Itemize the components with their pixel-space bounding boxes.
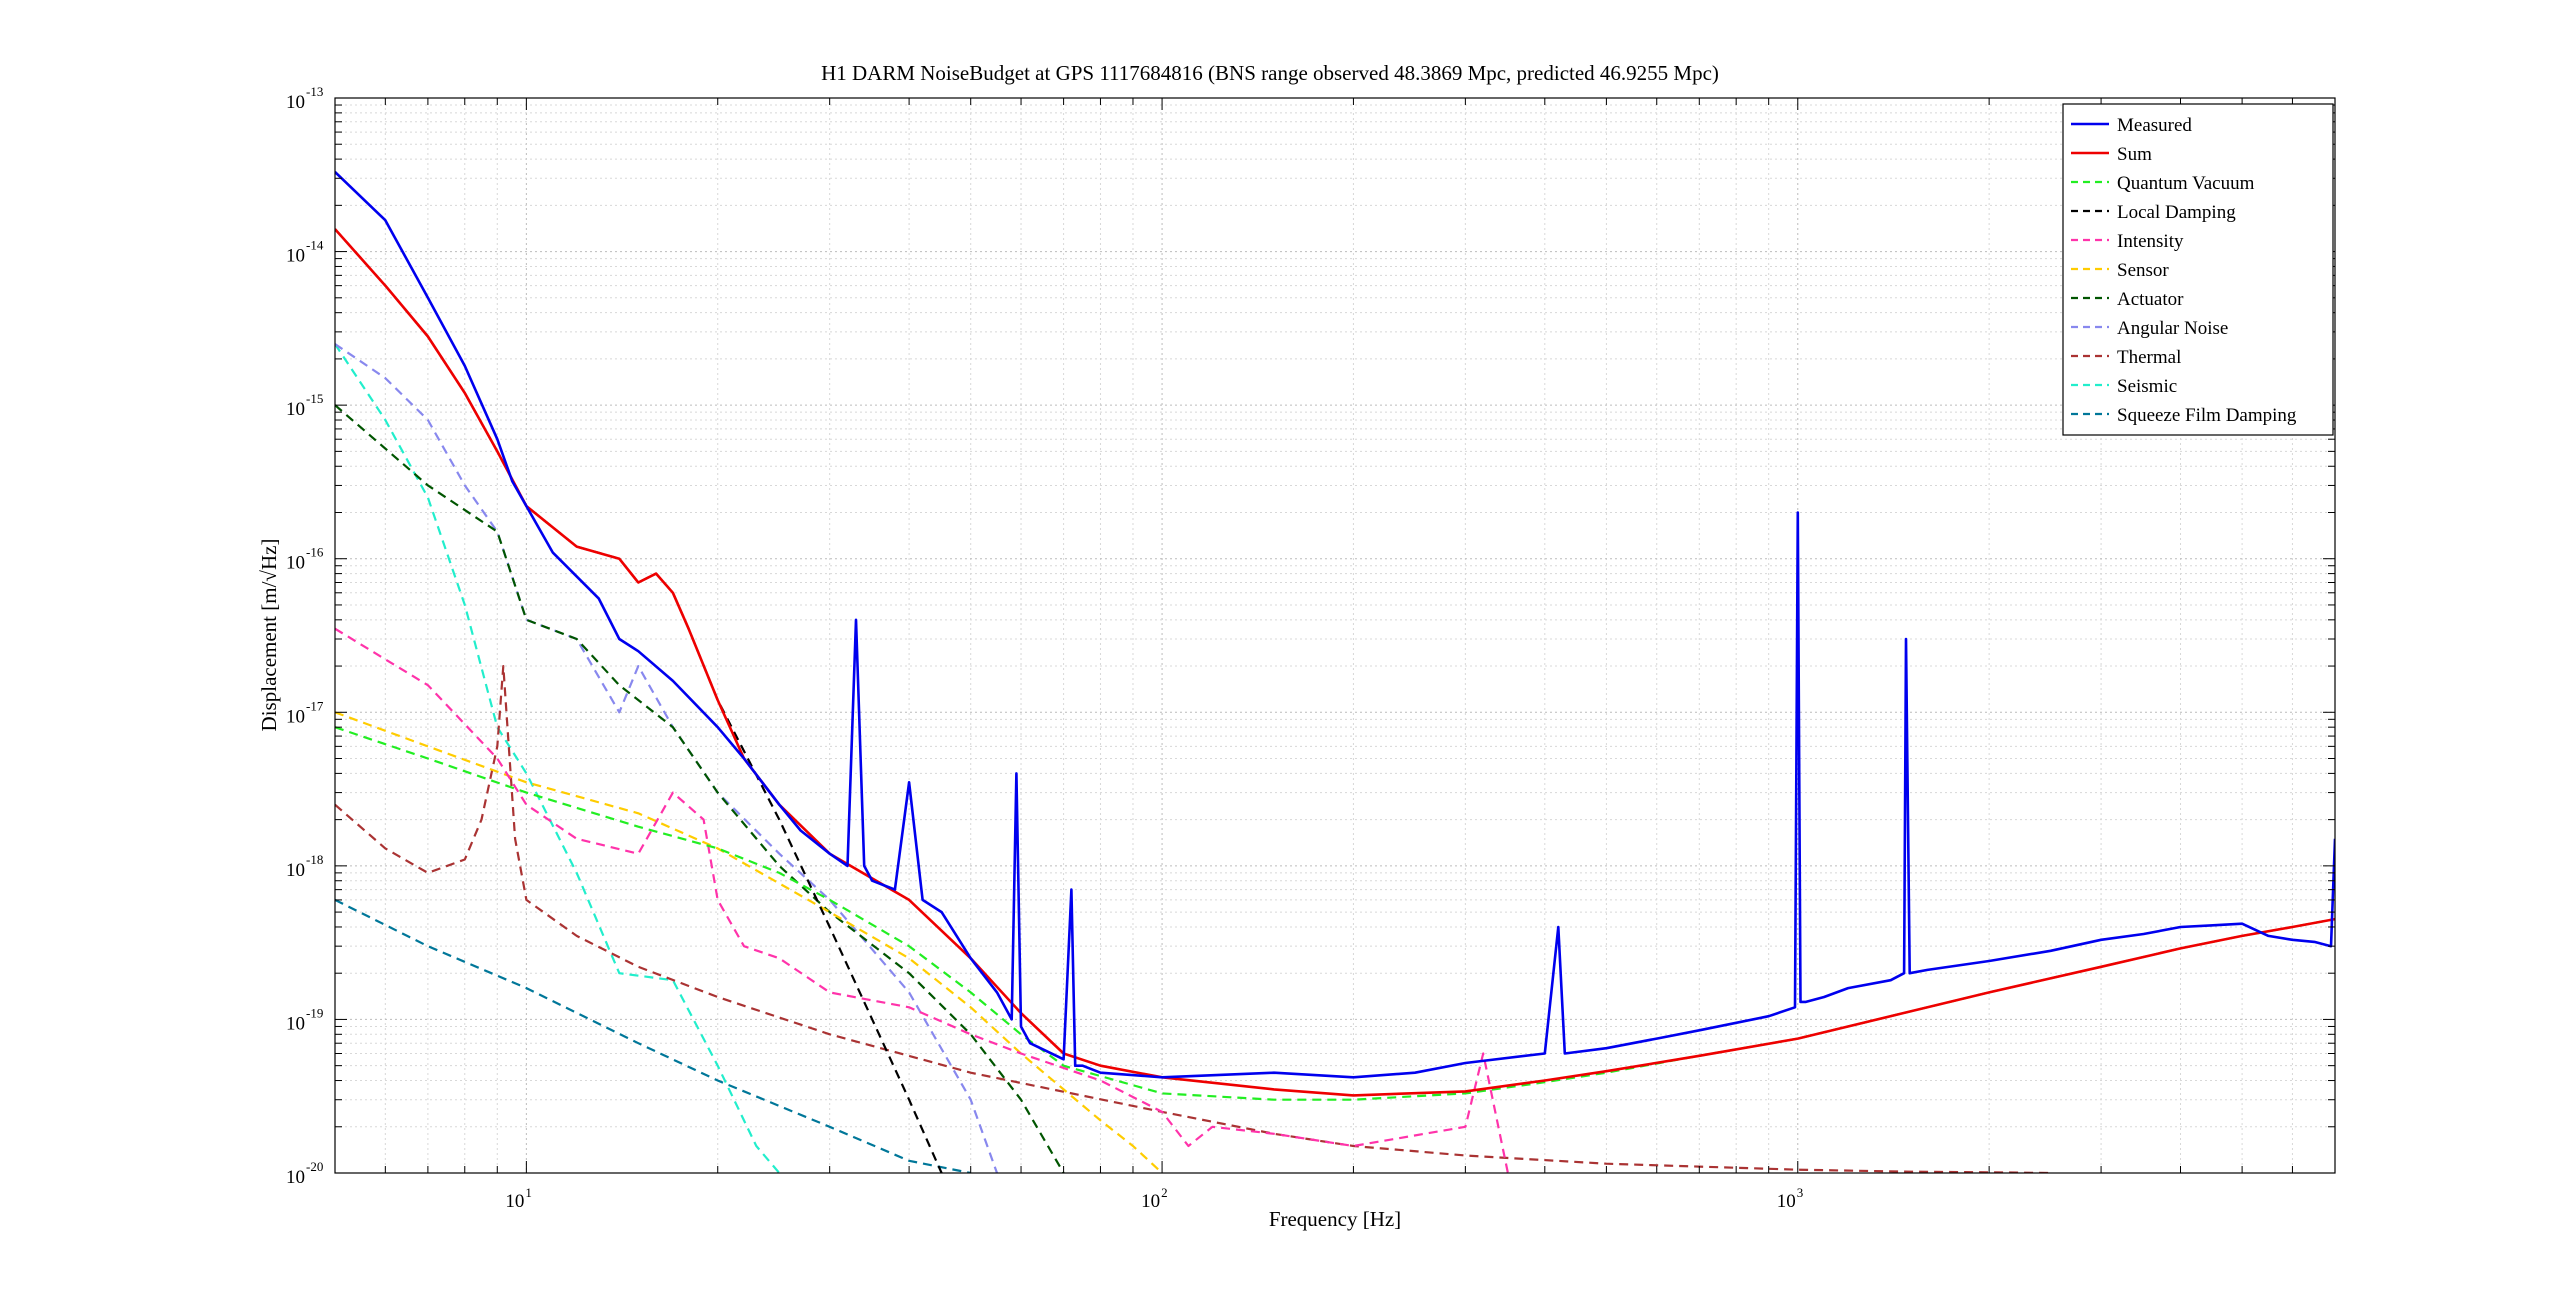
y-tick-label-base: 10 bbox=[286, 860, 305, 881]
series-line-thermal bbox=[335, 664, 2051, 1173]
legend-item-quantum-vacuum: Quantum Vacuum bbox=[2071, 173, 2255, 194]
y-tick-label-exponent: -17 bbox=[306, 698, 324, 713]
y-tick-label-exponent: -13 bbox=[306, 84, 323, 99]
y-tick-label-base: 10 bbox=[286, 92, 305, 113]
legend-label: Sensor bbox=[2117, 260, 2169, 281]
y-tick-label: 10-16 bbox=[286, 545, 324, 574]
x-tick-label-base: 10 bbox=[1141, 1191, 1160, 1212]
y-tick-label: 10-17 bbox=[286, 698, 324, 727]
legend-label: Local Damping bbox=[2117, 202, 2236, 223]
series-line-measured bbox=[335, 170, 2335, 1079]
plot-area bbox=[335, 98, 2335, 1173]
legend-item-actuator: Actuator bbox=[2071, 289, 2184, 310]
x-tick-label-exponent: 2 bbox=[1161, 1185, 1168, 1200]
y-tick-label-base: 10 bbox=[286, 553, 305, 574]
legend-label: Angular Noise bbox=[2117, 318, 2228, 339]
legend-label: Measured bbox=[2117, 115, 2192, 136]
y-tick-label-base: 10 bbox=[286, 1167, 305, 1188]
x-tick-label: 10 3 bbox=[1777, 1185, 1804, 1212]
y-tick-label-exponent: -18 bbox=[306, 852, 323, 867]
x-tick-label-base: 10 bbox=[505, 1191, 524, 1212]
legend-item-thermal: Thermal bbox=[2071, 347, 2181, 368]
y-tick-label: 10-13 bbox=[286, 84, 323, 113]
series-line-seismic bbox=[335, 343, 781, 1173]
x-tick-label: 10 1 bbox=[505, 1185, 532, 1212]
axis-ticks: 10 1 10 2 10 310-1310-1410-1510-1610-1710-181… bbox=[286, 84, 2336, 1212]
x-tick-label-exponent: 1 bbox=[525, 1185, 532, 1200]
legend-item-angular-noise: Angular Noise bbox=[2071, 318, 2228, 339]
series-line-intensity bbox=[335, 627, 1509, 1173]
y-tick-label-base: 10 bbox=[286, 1013, 305, 1034]
x-tick-label: 10 2 bbox=[1141, 1185, 1168, 1212]
y-axis-label: Displacement [m/√Hz] bbox=[257, 539, 281, 732]
y-tick-label-exponent: -16 bbox=[306, 545, 324, 560]
legend-item-sensor: Sensor bbox=[2071, 260, 2169, 281]
legend-item-squeeze-film-damping: Squeeze Film Damping bbox=[2071, 405, 2297, 426]
legend-item-measured: Measured bbox=[2071, 115, 2192, 136]
y-tick-label: 10-14 bbox=[286, 238, 324, 267]
y-tick-label: 10-18 bbox=[286, 852, 323, 881]
plot-frame bbox=[334, 97, 2336, 1174]
legend-label: Thermal bbox=[2117, 347, 2181, 368]
legend-item-intensity: Intensity bbox=[2071, 231, 2184, 252]
legend-label: Quantum Vacuum bbox=[2117, 173, 2255, 194]
legend-item-sum: Sum bbox=[2071, 144, 2152, 165]
series-line-sensor bbox=[335, 711, 1163, 1173]
y-tick-label-exponent: -20 bbox=[306, 1159, 323, 1174]
y-tick-label-base: 10 bbox=[286, 246, 305, 267]
legend-label: Squeeze Film Damping bbox=[2117, 405, 2297, 426]
x-tick-label-base: 10 bbox=[1777, 1191, 1796, 1212]
y-tick-label-exponent: -14 bbox=[306, 238, 324, 253]
y-tick-label-exponent: -19 bbox=[306, 1005, 323, 1020]
y-tick-label-base: 10 bbox=[286, 399, 305, 420]
legend: Measured Sum Quantum Vacuum Local Damping In… bbox=[2062, 103, 2334, 436]
y-tick-label: 10-20 bbox=[286, 1159, 323, 1188]
y-tick-label: 10-19 bbox=[286, 1005, 323, 1034]
legend-label: Seismic bbox=[2117, 376, 2177, 397]
chart-title: H1 DARM NoiseBudget at GPS 1117684816 (B… bbox=[821, 61, 1719, 85]
legend-label: Actuator bbox=[2117, 289, 2184, 310]
legend-item-local-damping: Local Damping bbox=[2071, 202, 2236, 223]
x-axis-label: Frequency [Hz] bbox=[1269, 1207, 1401, 1231]
x-tick-label-exponent: 3 bbox=[1797, 1185, 1804, 1200]
legend-label: Intensity bbox=[2117, 231, 2184, 252]
series-layer bbox=[335, 170, 2335, 1173]
series-line-squeeze-film-damping bbox=[335, 898, 971, 1173]
y-tick-label-base: 10 bbox=[286, 706, 305, 727]
y-tick-label: 10-15 bbox=[286, 391, 323, 420]
legend-item-seismic: Seismic bbox=[2071, 376, 2177, 397]
series-line-angular-noise bbox=[335, 343, 999, 1173]
grid bbox=[334, 97, 2336, 1174]
y-tick-label-exponent: -15 bbox=[306, 391, 323, 406]
legend-label: Sum bbox=[2117, 144, 2152, 165]
